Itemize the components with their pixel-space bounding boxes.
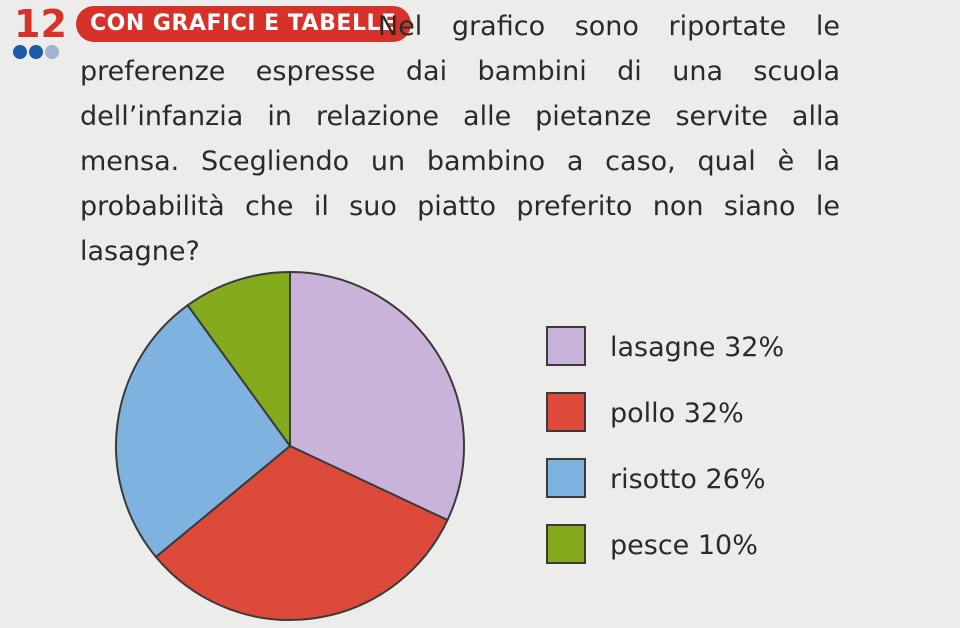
legend-swatch (546, 392, 586, 432)
legend-item: pesce 10% (546, 524, 866, 568)
difficulty-indicator (13, 45, 59, 59)
legend-swatch (546, 524, 586, 564)
legend-item: risotto 26% (546, 458, 866, 502)
pie-slice-risotto (115, 304, 291, 558)
category-badge: CON GRAFICI E TABELLE (76, 6, 411, 42)
exercise-number: 12 (14, 2, 67, 46)
problem-text: Nel grafico sono riportate le preferenze… (80, 11, 840, 267)
legend-item: lasagne 32% (546, 326, 866, 370)
legend-item: pollo 32% (546, 392, 866, 436)
legend-label: risotto 26% (610, 464, 766, 495)
pie-slice-lasagne (289, 271, 466, 522)
difficulty-dot (13, 45, 27, 59)
pie-slice-pollo (154, 445, 449, 622)
legend-label: pollo 32% (610, 398, 744, 429)
difficulty-dot (45, 45, 59, 59)
legend-swatch (546, 458, 586, 498)
legend-label: pesce 10% (610, 530, 758, 561)
legend-swatch (546, 326, 586, 366)
legend-label: lasagne 32% (610, 332, 785, 363)
pie-slice-pesce (186, 271, 291, 447)
pie-chart (115, 271, 466, 622)
difficulty-dot (29, 45, 43, 59)
